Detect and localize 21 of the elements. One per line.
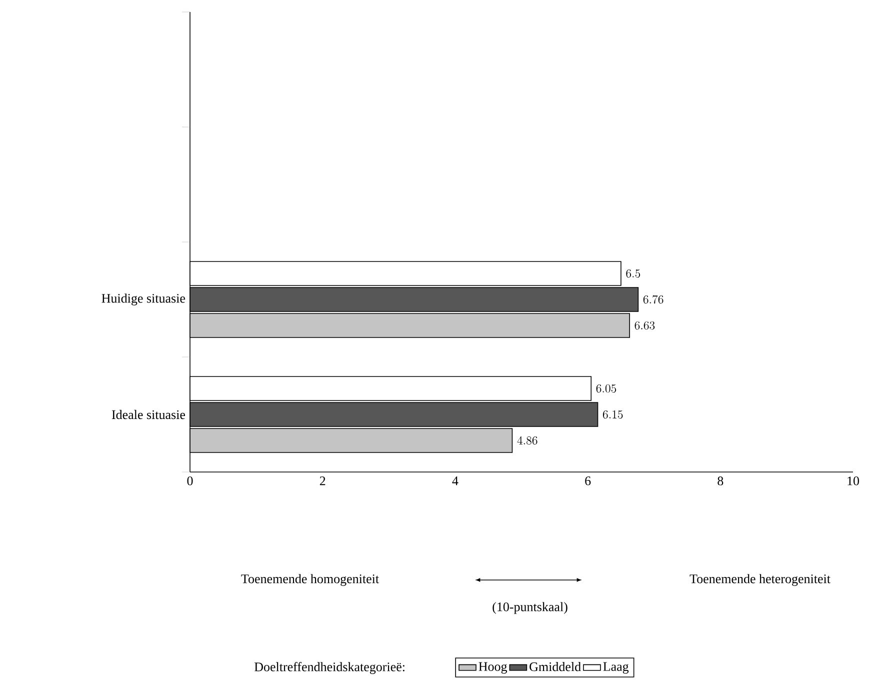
data-label: 6.76 bbox=[643, 295, 664, 304]
y-tick-label: Huidige situasie bbox=[102, 294, 186, 306]
data-label: 6.05 bbox=[596, 384, 616, 393]
y-tick-label: Ideale situasie bbox=[112, 410, 186, 420]
legend-title: Doeltreffendheidskategorieë: bbox=[254, 662, 404, 674]
x-tick-label: 0 bbox=[187, 476, 193, 486]
x-tick-label: 6 bbox=[585, 476, 591, 486]
text: Toenemende homogeniteit bbox=[241, 574, 379, 586]
data-label: 6. 15 bbox=[602, 410, 623, 419]
text: (10-puntskaal) bbox=[492, 602, 568, 614]
legend-label: Hoog bbox=[478, 662, 508, 674]
legend-label: Gmiddeld bbox=[530, 662, 581, 672]
data-label: 4.86 bbox=[517, 436, 538, 445]
x-tick-label: 4 bbox=[452, 476, 458, 486]
x-tick-label: 10 bbox=[848, 476, 860, 486]
text: Toenemende heterogeniteit bbox=[690, 574, 830, 586]
x-tick-label: 8 bbox=[718, 476, 724, 486]
legend-label: Laag bbox=[603, 662, 629, 674]
x-tick-label: 2 bbox=[320, 476, 326, 486]
data-label: 6.63 bbox=[634, 321, 655, 330]
data-label: 6.5 bbox=[626, 269, 640, 278]
